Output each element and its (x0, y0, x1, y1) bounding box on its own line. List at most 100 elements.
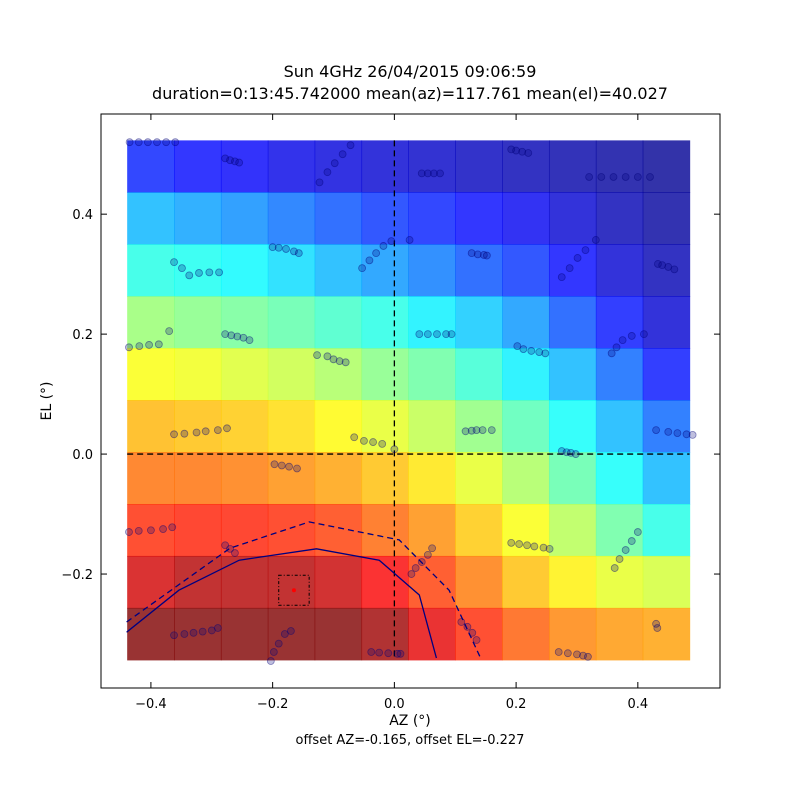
contour-line (126, 521, 482, 661)
scan-point (365, 256, 374, 265)
scan-point (627, 332, 636, 340)
scan-point (213, 426, 222, 434)
plot-frame (100, 113, 721, 689)
heatmap-cell (548, 348, 597, 401)
scan-point (201, 427, 210, 436)
heatmap-cell (314, 452, 363, 505)
scan-point (670, 265, 679, 274)
scan-point (329, 355, 338, 364)
scan-point (313, 351, 321, 360)
scan-point (375, 648, 384, 657)
scan-point (423, 330, 432, 339)
scan-point (162, 138, 171, 147)
scan-point (346, 141, 355, 150)
scan-point (664, 263, 673, 271)
heatmap-cell (408, 607, 456, 661)
heatmap-cell (220, 348, 269, 401)
heatmap-cell (220, 192, 269, 245)
scan-point (221, 330, 230, 339)
scan-point (323, 352, 332, 361)
heatmap-cell (642, 348, 691, 401)
heatmap-cell (314, 140, 363, 193)
heatmap-cell (455, 503, 503, 557)
scan-point (610, 564, 619, 572)
scan-point (154, 340, 163, 349)
heatmap-cell (595, 607, 644, 661)
heatmap-cell (408, 296, 456, 349)
x-axis-label: AZ (°) (389, 713, 431, 729)
scan-point (274, 243, 283, 252)
scan-point (393, 649, 402, 658)
scan-point (507, 145, 516, 154)
heatmap-cell (314, 555, 363, 609)
scan-point (633, 173, 642, 181)
scan-point (664, 427, 673, 436)
heatmap-cell (642, 400, 691, 453)
scan-point (463, 622, 472, 631)
scan-point (180, 429, 189, 438)
heatmap-cell (174, 348, 222, 401)
scan-point (290, 247, 298, 256)
scan-point (530, 542, 539, 551)
heatmap-cell (455, 607, 503, 661)
heatmap-cell (502, 400, 550, 453)
heatmap-cell (174, 607, 222, 661)
scan-point (125, 138, 134, 147)
heatmap-cell (361, 244, 409, 297)
heatmap-cell (127, 503, 175, 557)
scan-point (396, 649, 405, 658)
heatmap (127, 140, 691, 661)
heatmap-cell (548, 140, 597, 193)
scan-point (430, 169, 438, 178)
scan-point (147, 526, 155, 535)
scan-point (180, 630, 189, 638)
scan-point (168, 523, 177, 532)
scan-point (125, 343, 133, 352)
scan-point (565, 264, 574, 273)
heatmap-cell (502, 296, 550, 349)
scan-point (378, 439, 387, 448)
heatmap-cell (174, 296, 222, 349)
scan-point (171, 138, 180, 147)
scan-point (478, 426, 487, 434)
x-axis-sublabel: offset AZ=-0.165, offset EL=-0.227 (296, 733, 525, 748)
heatmap-cell (642, 244, 691, 297)
heatmap-cell (127, 192, 175, 245)
scan-point (207, 626, 216, 635)
heatmap-cell (267, 555, 316, 609)
heatmap-cell (548, 296, 597, 349)
scan-point (134, 138, 143, 147)
heatmap-cell (548, 400, 597, 453)
scan-point (428, 544, 437, 553)
scan-point (293, 464, 301, 473)
scan-point (134, 526, 143, 535)
scan-point (557, 273, 566, 282)
heatmap-cell (548, 452, 597, 505)
scan-point (468, 628, 477, 637)
scan-point (579, 651, 587, 660)
y-tick-label: 0.0 (72, 448, 93, 463)
heatmap-cell (455, 400, 503, 453)
scan-point (607, 349, 616, 358)
scan-point (597, 173, 606, 181)
heatmap-cell (127, 400, 175, 453)
scan-point (379, 242, 388, 250)
heatmap-cell (267, 400, 316, 453)
scan-point (467, 249, 476, 258)
scan-point (527, 347, 536, 355)
scan-point (573, 650, 581, 659)
scan-point (513, 342, 522, 351)
heatmap-cell (408, 192, 456, 245)
scan-point (612, 343, 621, 352)
heatmap-cell (502, 555, 550, 609)
scan-point (358, 264, 367, 273)
scan-point (338, 150, 347, 159)
scan-point (159, 525, 167, 533)
scan-point (554, 648, 563, 656)
heatmap-cell (127, 296, 175, 349)
chart-subtitle: duration=0:13:45.742000 mean(az)=117.761… (152, 84, 668, 103)
scan-point (165, 327, 174, 336)
heatmap-cell (642, 140, 691, 193)
scan-point (227, 331, 236, 340)
